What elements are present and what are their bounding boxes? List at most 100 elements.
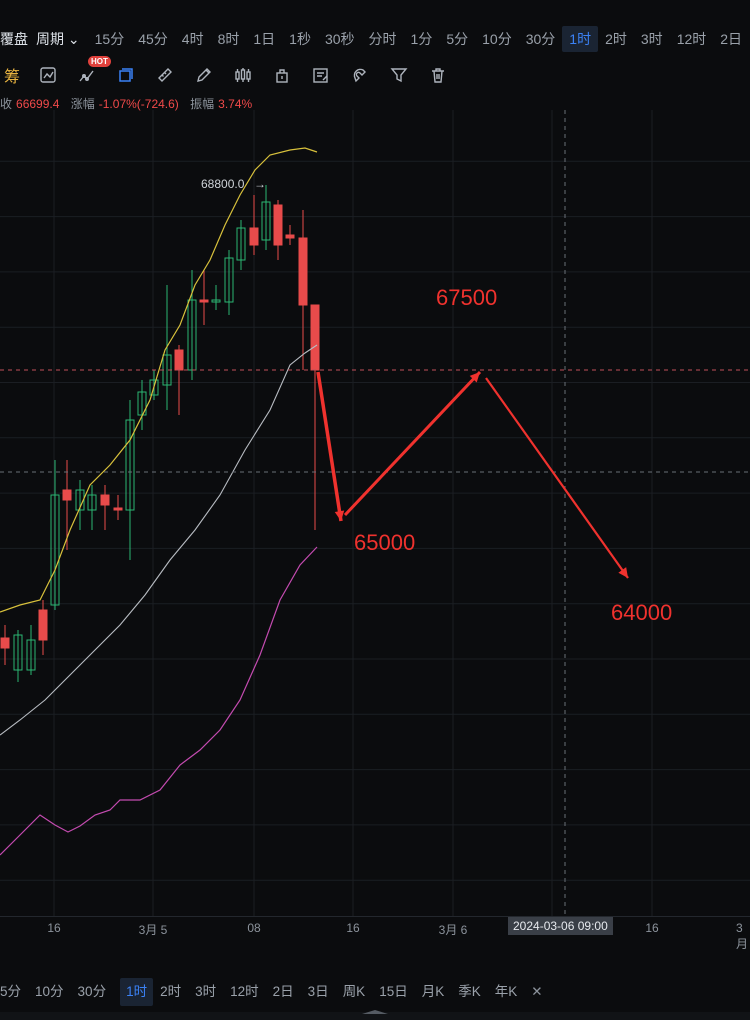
period-tab[interactable]: 30分 <box>525 31 556 47</box>
period-tab[interactable]: 4时 <box>181 31 204 47</box>
x-tick: 3月 <box>736 921 749 951</box>
period-bar: 覆盘 周期 ⌄ 15分 45分 4时 8时 1日 1秒 30秒 分时 1分 5分 10分 30分 1时 2… <box>0 22 750 56</box>
chip-distribution-button[interactable]: 筹 <box>4 69 21 86</box>
annotation-65000: 65000 <box>354 530 416 555</box>
candle-body <box>26 639 36 671</box>
chart-grid <box>0 105 750 916</box>
candle-body <box>199 299 209 303</box>
hot-badge: HOT <box>88 56 111 67</box>
bottom-period-tab[interactable]: 1时 <box>120 978 154 1006</box>
bottom-period-tab[interactable]: 15日 <box>379 984 408 999</box>
candle-body <box>310 304 320 371</box>
candle-body <box>113 507 123 511</box>
trash-icon[interactable] <box>427 64 449 86</box>
period-tab[interactable]: 分时 <box>368 31 397 47</box>
candle-body <box>261 201 271 241</box>
period-tab[interactable]: 1分 <box>410 31 433 47</box>
bottom-period-tab[interactable]: 季K <box>458 984 481 999</box>
period-list: 15分 45分 4时 8时 1日 1秒 30秒 分时 1分 5分 10分 30分 1时 2时 3时 12时 2日 <box>88 26 749 52</box>
x-tick: 16 <box>645 921 659 935</box>
candle-body <box>50 494 60 606</box>
arrow-head-icon <box>618 567 628 578</box>
select-tool-icon[interactable] <box>115 64 137 86</box>
candle-tool-icon[interactable] <box>232 64 254 86</box>
bottom-period-tab[interactable]: 5分 <box>0 984 22 999</box>
x-tick: 16 <box>47 921 61 935</box>
magnet-icon[interactable] <box>349 64 371 86</box>
annotation-64000: 64000 <box>611 600 673 625</box>
bottom-period-list: 5分 10分 30分 1时 2时 3时 12时 2日 3日 周K 15日 月K 季K 年K <box>0 978 531 1006</box>
x-tick: 3月 6 <box>438 923 468 937</box>
indicator-icon[interactable]: HOT <box>76 56 111 86</box>
period-tab[interactable]: 15分 <box>94 31 125 47</box>
close-price-value: 66699.4 <box>16 97 60 111</box>
candle-body <box>100 494 110 506</box>
period-tab[interactable]: 2日 <box>720 31 743 47</box>
chevron-down-icon: ⌄ <box>67 31 80 47</box>
amplitude-value: 3.74% <box>218 97 253 111</box>
ma-purple-line <box>0 546 318 856</box>
candle-body <box>211 299 221 303</box>
compare-icon[interactable] <box>37 64 59 86</box>
filter-icon[interactable] <box>388 64 410 86</box>
x-tick: 16 <box>346 921 360 935</box>
candle-body <box>75 489 85 511</box>
x-axis: 16 3月 5 08 16 3月 6 16 3月 <box>0 916 750 951</box>
period-tab[interactable]: 1时 <box>562 26 599 52</box>
candle-body <box>62 489 72 501</box>
arrow-line <box>316 371 343 522</box>
amplitude-label: 振幅 <box>190 97 215 111</box>
period-tab[interactable]: 10分 <box>482 31 512 47</box>
annotation-arrows <box>316 370 629 579</box>
change-value: -1.07%(-724.6) <box>98 97 179 111</box>
ma-white-line <box>0 344 318 736</box>
candle-body <box>125 419 135 511</box>
high-price-marker: 68800.0 <box>201 177 245 191</box>
candle-body <box>285 234 295 239</box>
bottom-period-tab[interactable]: 30分 <box>77 984 107 999</box>
period-tab[interactable]: 3时 <box>640 31 663 47</box>
bottom-period-tab[interactable]: 月K <box>421 984 445 999</box>
bottom-period-tab[interactable]: 2时 <box>160 984 182 999</box>
annotation-67500: 67500 <box>436 285 498 310</box>
top-toolbar <box>0 0 750 56</box>
period-tab[interactable]: 5分 <box>446 31 469 47</box>
drag-handle-icon[interactable] <box>362 1010 388 1014</box>
ruler-icon[interactable] <box>154 64 176 86</box>
candle-body <box>38 609 48 641</box>
bottom-period-tab[interactable]: 年K <box>494 984 518 999</box>
candle-body <box>13 634 23 671</box>
candle-body <box>224 257 234 303</box>
period-tab[interactable]: 8时 <box>217 31 240 47</box>
lock-icon[interactable] <box>271 64 293 86</box>
candle-body <box>0 637 10 649</box>
period-tab[interactable]: 30秒 <box>324 31 355 47</box>
candle-body <box>298 237 308 306</box>
x-tick: 08 <box>247 921 261 935</box>
price-chart[interactable]: 68800.0 → <box>0 94 750 916</box>
bottom-period-tab[interactable]: 3时 <box>195 984 217 999</box>
drawing-toolbar: 筹 HOT <box>0 56 750 92</box>
chart-canvas[interactable]: 68800.0 → <box>0 94 750 916</box>
high-arrow-icon: → <box>254 177 266 191</box>
candles-layer <box>0 185 320 682</box>
period-tab[interactable]: 2时 <box>605 31 627 47</box>
bottom-period-tab[interactable]: 10分 <box>35 984 64 999</box>
bottom-strip <box>0 1012 750 1020</box>
period-tab[interactable]: 1秒 <box>289 31 311 47</box>
period-tab[interactable]: 12时 <box>676 31 707 47</box>
replay-label[interactable]: 覆盘 <box>0 31 28 47</box>
pencil-icon[interactable] <box>193 64 215 86</box>
arrow-head-icon <box>469 372 480 383</box>
bottom-period-bar: 5分 10分 30分 1时 2时 3时 12时 2日 3日 周K 15日 月K 季K 年K ✕ <box>0 976 750 1008</box>
bottom-period-tab[interactable]: 2日 <box>272 984 294 999</box>
bottom-period-tab[interactable]: 3日 <box>307 984 329 999</box>
bottom-period-tab[interactable]: 周K <box>342 984 366 999</box>
close-icon[interactable]: ✕ <box>531 984 543 999</box>
period-tab[interactable]: 1日 <box>253 31 276 47</box>
bottom-period-tab[interactable]: 12时 <box>230 984 259 999</box>
note-icon[interactable] <box>310 64 332 86</box>
period-tab[interactable]: 45分 <box>138 31 168 47</box>
period-dropdown[interactable]: 周期 ⌄ <box>36 29 80 49</box>
close-price-label: 收 <box>0 97 13 111</box>
